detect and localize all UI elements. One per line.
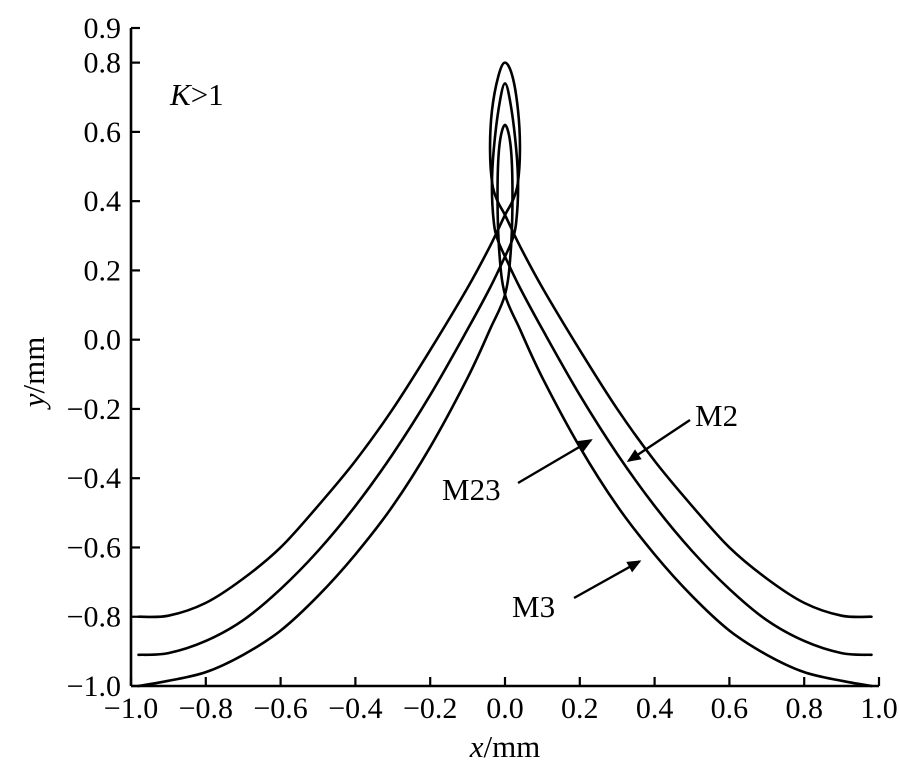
plot-area bbox=[137, 61, 873, 688]
y-tick-label: −0.4 bbox=[67, 462, 121, 495]
callout-arrow-m3 bbox=[573, 560, 642, 600]
y-tick-label: −1.0 bbox=[67, 670, 121, 703]
x-axis-ticks: −1.0 −0.8 −0.6 −0.4 −0.2 0.0 0.2 0.4 0.6 0.8 1.0 bbox=[104, 677, 898, 725]
y-tick-label: 0.0 bbox=[84, 324, 122, 357]
callout-arrow-m2 bbox=[626, 419, 691, 463]
x-tick-label: 0.0 bbox=[486, 692, 524, 725]
y-axis-title-unit: /mm bbox=[16, 337, 51, 394]
x-tick-label: 0.2 bbox=[561, 692, 599, 725]
y-axis-title: y/mm bbox=[16, 337, 51, 411]
series-line-m2 bbox=[137, 61, 873, 619]
x-axis-title: x/mm bbox=[469, 729, 541, 764]
series-line-m23 bbox=[137, 82, 873, 657]
x-tick-label: −0.4 bbox=[328, 692, 382, 725]
callout-label-m2: M2 bbox=[695, 398, 738, 433]
annotation-italic: K bbox=[169, 77, 193, 112]
x-tick-label: −0.2 bbox=[403, 692, 457, 725]
chart-annotation: K>1 bbox=[169, 77, 224, 112]
callout-label-m23: M23 bbox=[442, 472, 501, 507]
series-callouts: M2 M23 M3 bbox=[442, 398, 738, 624]
x-axis-title-italic: x bbox=[469, 729, 484, 764]
callout-label-m3: M3 bbox=[512, 589, 555, 624]
y-tick-label: 0.6 bbox=[84, 116, 122, 149]
y-tick-label: −0.6 bbox=[67, 531, 121, 564]
x-tick-label: 1.0 bbox=[860, 692, 898, 725]
x-tick-label: 0.6 bbox=[711, 692, 749, 725]
x-axis-title-unit: /mm bbox=[483, 729, 540, 764]
x-tick-label: −1.0 bbox=[104, 692, 158, 725]
y-tick-label: 0.9 bbox=[84, 12, 122, 45]
y-tick-label: 0.2 bbox=[84, 254, 122, 287]
callout-arrow-m23 bbox=[517, 439, 593, 485]
y-tick-label: −0.2 bbox=[67, 393, 121, 426]
y-axis-title-italic: y bbox=[16, 393, 51, 410]
y-tick-label: −0.8 bbox=[67, 601, 121, 634]
series-line-m3 bbox=[137, 123, 873, 688]
annotation-rest: >1 bbox=[191, 77, 224, 112]
y-axis-ticks: −1.0 −0.8 −0.6 −0.4 −0.2 0.0 0.2 0.4 0.6 0.80.9 bbox=[67, 12, 140, 703]
x-tick-label: −0.8 bbox=[179, 692, 233, 725]
x-tick-label: 0.4 bbox=[636, 692, 674, 725]
y-tick-label: 0.8 bbox=[84, 47, 122, 80]
y-tick-label: 0.4 bbox=[84, 185, 122, 218]
x-tick-label: −0.6 bbox=[253, 692, 307, 725]
x-tick-label: 0.8 bbox=[785, 692, 823, 725]
